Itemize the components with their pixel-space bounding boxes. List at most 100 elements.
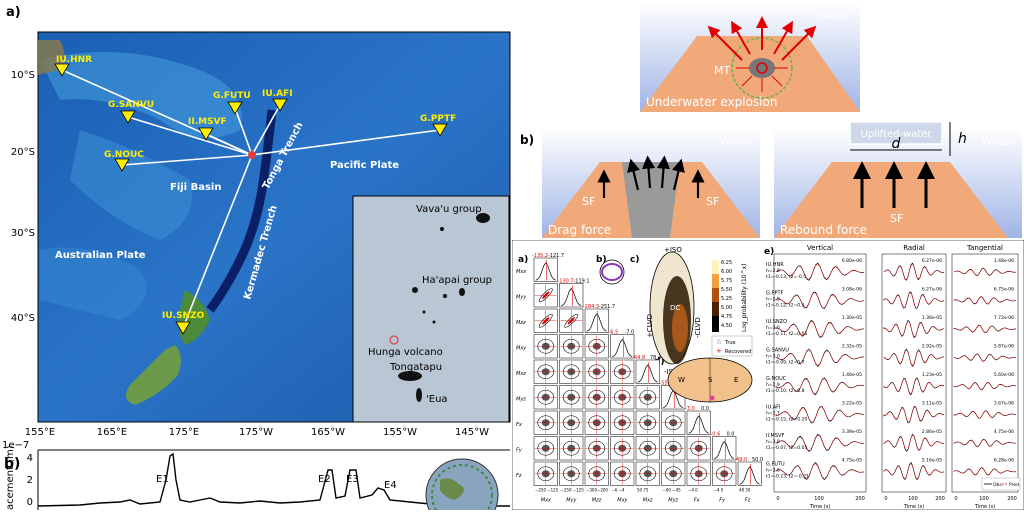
label-fiji-basin: Fiji Basin xyxy=(170,182,221,193)
y-ticks: 4 2 0 xyxy=(27,453,33,508)
explosion-center xyxy=(756,62,768,74)
histogram-curve xyxy=(714,440,735,460)
station-marker-msvf xyxy=(198,127,214,141)
station-label-pptf: G.PPTF xyxy=(420,114,456,124)
inversion-svg: a) b) c) d) e) -135.2-121.7-130.7-119.1-… xyxy=(511,239,1024,511)
density-contour xyxy=(538,313,553,328)
histogram-curve xyxy=(739,466,760,485)
event-label-e2: E2 xyxy=(318,474,331,485)
wave-station-h: h=2.7 xyxy=(766,411,780,417)
station-label-sanvu: G.SANVU xyxy=(108,100,154,110)
predicted-trace xyxy=(883,406,945,423)
sf-label-b-right: SF xyxy=(706,195,719,208)
station-labels: IU.HNR G.SANVU II.MSVF G.FUTU IU.AFI G.P… xyxy=(56,55,456,321)
col-tick-label: −250 −125 xyxy=(561,488,585,493)
wave-amplitude-label: 6.27e-06 xyxy=(922,287,942,293)
new-zealand-north xyxy=(178,290,210,345)
lat-tick: 40°S xyxy=(11,313,35,324)
wave-amplitude-label: 1.23e-05 xyxy=(922,372,942,378)
drag-arrows xyxy=(597,155,705,198)
true-star-icon: ☆ xyxy=(716,338,722,346)
predicted-trace xyxy=(953,382,1017,390)
corner-cell xyxy=(584,308,609,333)
lune-probability-peak xyxy=(672,304,688,352)
time-axis-label: Time (s) xyxy=(809,504,830,510)
col-param-label: Mzz xyxy=(592,498,602,504)
panel-label-mt-e: e) xyxy=(764,247,774,257)
col-tick-label: −300−200 xyxy=(586,488,608,493)
hist-true-value: -55.7 xyxy=(660,381,673,387)
explosion-arrows xyxy=(707,16,817,61)
wave-station-h: h=2.8 xyxy=(766,268,780,274)
wave-legend xyxy=(981,477,1021,491)
col-param-label: Mxz xyxy=(643,498,653,504)
water-label-b: Water xyxy=(719,135,752,148)
time-tick: 200 xyxy=(1007,496,1017,502)
predicted-trace xyxy=(775,462,865,480)
lon-tick: 165°W xyxy=(311,427,345,438)
wave-amplitude-label: 1.46e-05 xyxy=(842,372,862,378)
row-param-label: Mzz xyxy=(516,320,526,326)
predicted-trace xyxy=(775,320,865,337)
col-tick-label: −4 0 xyxy=(688,488,698,493)
wave-station-code: G.SANVU xyxy=(766,348,789,354)
col-param-label: Fx xyxy=(694,498,700,504)
station-label-futu: G.FUTU xyxy=(213,91,251,101)
histogram-curve xyxy=(637,364,658,383)
row-param-label: Fz xyxy=(516,473,522,479)
time-axis-label: Time (s) xyxy=(903,504,924,510)
inset-label-tongatapu: Tongatapu xyxy=(389,362,442,373)
wave-column-title: Vertical xyxy=(807,244,833,252)
station-label-nouc: G.NOUC xyxy=(104,150,144,160)
predicted-trace xyxy=(775,292,865,309)
wave-station-t: t1=-0.11, t2=0.05 xyxy=(766,331,807,337)
col-param-label: Myy xyxy=(566,498,577,504)
lune-clvd-minus: -CLVD xyxy=(694,317,702,338)
hist-recovered-value: 0.0 xyxy=(727,432,735,438)
colorbar-tick: 5.00 xyxy=(721,305,732,311)
wave-amplitude-label: 5.87e-06 xyxy=(994,344,1014,350)
row-param-label: Mxx xyxy=(516,269,526,275)
wave-station-code: IU.SNZO xyxy=(766,319,787,325)
inset-label-haapai: Ha'apai group xyxy=(422,275,492,286)
wave-station-code: G.FUTU xyxy=(766,462,785,468)
compass-s: S xyxy=(708,376,713,384)
displacement-panel: 1e−7 b) acement (m) 4 2 0 E1 E2 E3 E4 xyxy=(0,440,512,514)
inset-labels: Vava'u group Ha'apai group Hunga volcano… xyxy=(368,204,492,405)
station-label-snzo: IU.SNZO xyxy=(162,311,205,321)
event-labels: E1 E2 E3 E4 xyxy=(156,474,397,491)
map-panel: a) xyxy=(0,0,512,440)
globe-land xyxy=(440,478,464,500)
station-label-hnr: IU.HNR xyxy=(56,55,92,65)
compass-w: W xyxy=(678,376,685,384)
event-label-e3: E3 xyxy=(346,474,359,485)
hist-true-value: 64.8 xyxy=(634,355,645,361)
predicted-trace xyxy=(953,439,1016,447)
fiji-shelf xyxy=(70,130,192,240)
wave-amplitude-label: 2.92e-05 xyxy=(922,344,942,350)
panel-label-mt-b: b) xyxy=(596,255,607,265)
wave-station-code: II.MSVF xyxy=(766,433,784,439)
panel-label-cartoon-b: b) xyxy=(520,133,534,147)
wave-station-h: h=3.0 xyxy=(766,354,780,360)
water-label-a: Water xyxy=(817,8,850,21)
wave-station-h: h=2.0 xyxy=(766,468,780,474)
corner-cell xyxy=(533,257,558,282)
col-tick-label: −6 −4 xyxy=(612,488,626,493)
wave-amplitude-label: 3.22e-05 xyxy=(842,401,862,407)
corner-cell xyxy=(559,283,584,308)
compass-e: E xyxy=(734,376,738,384)
station-marker-sanvu xyxy=(120,110,136,124)
lon-tick: 165°E xyxy=(97,427,127,438)
station-marker-pptf xyxy=(432,123,448,137)
lat-tick: 10°S xyxy=(11,70,35,81)
histogram-curve xyxy=(663,389,684,409)
volcano-a xyxy=(640,36,860,112)
inset-hunga-marker xyxy=(389,335,399,345)
label-australian-plate: Australian Plate xyxy=(55,250,146,261)
panel-label-map: a) xyxy=(6,5,21,20)
ytick: 4 xyxy=(27,453,33,464)
colorbar-tick: 6.25 xyxy=(721,260,732,266)
station-markers xyxy=(54,63,448,335)
